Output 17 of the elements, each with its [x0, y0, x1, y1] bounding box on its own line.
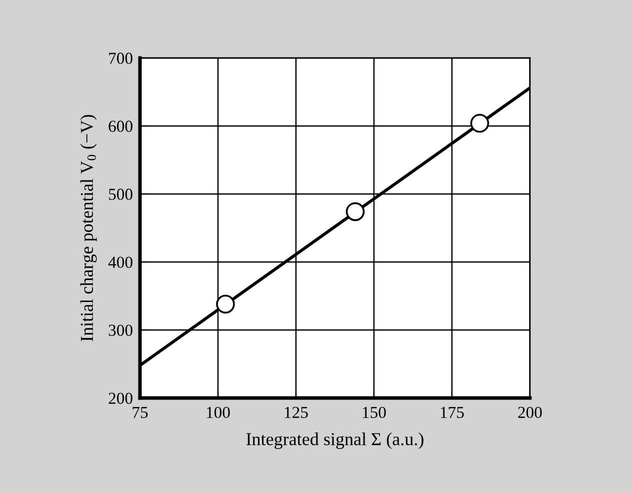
point [470, 114, 490, 133]
x-tick-label: 100 [206, 406, 230, 418]
y-tick-label: 600 [108, 120, 132, 132]
y-tick-label: 500 [109, 188, 132, 200]
x-axis-title: Integrated signal Σ (a.u.) [246, 432, 424, 449]
point [346, 202, 365, 222]
y-axis-title: Initial charge potential V$_{0}$ (−V) [80, 114, 97, 342]
x-tick-label: 125 [284, 406, 308, 418]
y-tick-label: 200 [108, 392, 132, 404]
point [216, 294, 235, 314]
x-tick-label: 150 [362, 406, 386, 418]
y-tick-label: 300 [108, 324, 132, 336]
y-tick-label: 700 [109, 52, 132, 64]
x-tick-label: 75 [132, 406, 148, 418]
y-tick-label: 400 [108, 256, 132, 268]
x-tick-label: 200 [518, 406, 542, 418]
x-tick-label: 175 [440, 406, 464, 418]
